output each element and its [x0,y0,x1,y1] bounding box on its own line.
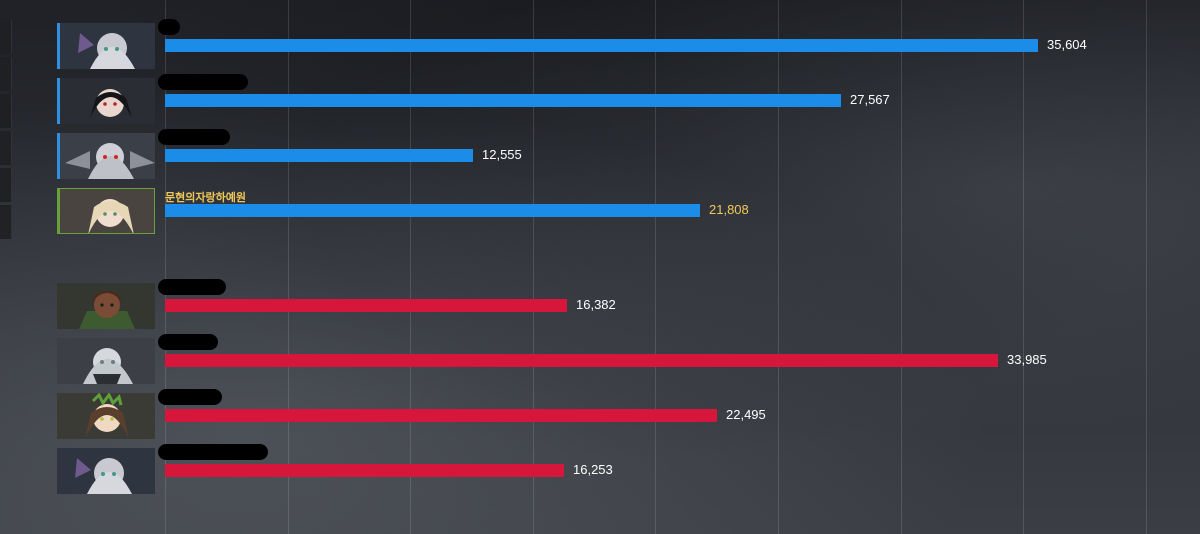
damage-value: 33,985 [1007,352,1047,367]
blue-row-2: 27,567 [0,74,1200,128]
red-row-3: 22,495 [0,389,1200,443]
grid-line [287,0,289,534]
redacted-player-name [158,279,226,295]
left-rail [0,20,12,250]
damage-bar [165,354,998,367]
damage-value: 27,567 [850,92,890,107]
damage-bar [165,204,700,217]
red-row-2: 33,985 [0,334,1200,388]
character-portrait [57,283,155,329]
damage-bar [165,149,473,162]
redacted-player-name [158,389,222,405]
damage-bar [165,94,841,107]
redacted-player-name [158,19,180,35]
grid-line [778,0,779,534]
damage-value: 16,253 [573,462,613,477]
damage-value: 35,604 [1047,37,1087,52]
grid-line [410,0,412,534]
red-row-4: 16,253 [0,444,1200,498]
damage-value: 21,808 [709,202,749,217]
grid-line [1023,0,1025,534]
redacted-player-name [158,444,268,460]
player-name: 문현의자랑하예원 [165,192,246,204]
grid-line [900,0,902,534]
grid-line [532,0,534,534]
damage-value: 16,382 [576,297,616,312]
damage-bar [165,409,717,422]
character-portrait [57,133,155,179]
damage-value: 12,555 [482,147,522,162]
grid-line [165,0,166,534]
red-row-1: 16,382 [0,279,1200,333]
damage-bar [165,39,1038,52]
blue-row-4: 문현의자랑하예원 21,808 [0,188,1200,238]
blue-row-3: 12,555 [0,129,1200,183]
character-portrait [57,393,155,439]
blue-row-1: 35,604 [0,19,1200,73]
damage-bar [165,464,564,477]
grid-line [1145,0,1147,534]
character-portrait [57,338,155,384]
grid-line [655,0,657,534]
redacted-player-name [158,129,230,145]
damage-bar [165,299,567,312]
damage-value: 22,495 [726,407,766,422]
redacted-player-name [158,334,218,350]
character-portrait [57,188,155,234]
character-portrait [57,23,155,69]
character-portrait [57,78,155,124]
redacted-player-name [158,74,248,90]
character-portrait [57,448,155,494]
